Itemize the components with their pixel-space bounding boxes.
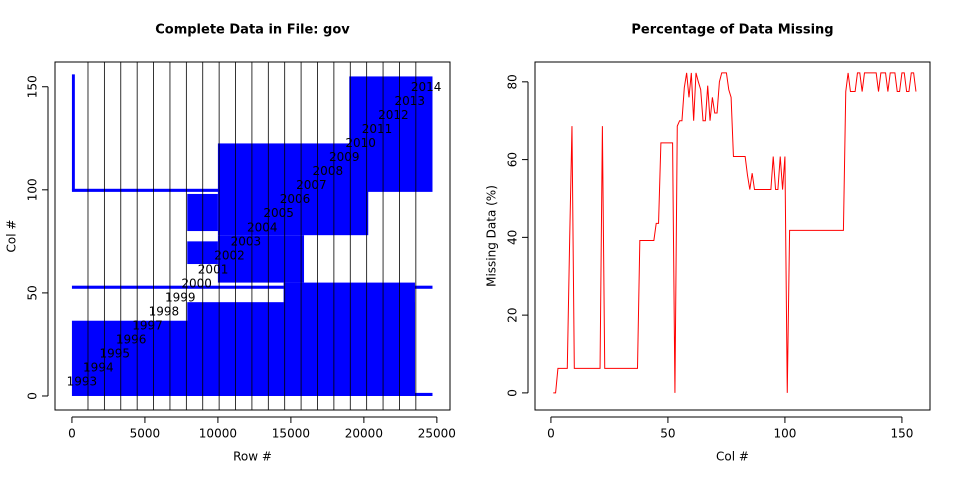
year-label: 2004 <box>247 220 278 234</box>
missing-line <box>553 72 917 394</box>
chart-title: Percentage of Data Missing <box>631 23 833 38</box>
year-label: 2013 <box>395 94 426 108</box>
x-tick-label: 20000 <box>345 427 383 441</box>
x-axis-label: Row # <box>233 450 272 464</box>
x-tick-label: 0 <box>547 427 555 441</box>
year-label: 2009 <box>329 150 360 164</box>
y-tick-label: 60 <box>506 152 520 167</box>
year-label: 2007 <box>296 178 327 192</box>
chart-title: Complete Data in File: gov <box>155 23 350 38</box>
year-label: 1996 <box>116 332 147 346</box>
year-label: 1995 <box>99 346 130 360</box>
year-label: 1994 <box>83 360 114 374</box>
year-label: 1997 <box>132 318 163 332</box>
y-tick-label: 150 <box>26 75 40 98</box>
year-label: 2002 <box>214 248 245 262</box>
y-tick-label: 40 <box>506 230 520 245</box>
y-tick-label: 0 <box>26 392 40 400</box>
data-block <box>217 143 369 236</box>
x-tick-label: 25000 <box>418 427 456 441</box>
x-tick-label: 0 <box>68 427 76 441</box>
x-tick-label: 50 <box>660 427 675 441</box>
plot-box <box>54 61 451 411</box>
data-block <box>414 392 433 396</box>
y-tick-label: 80 <box>506 74 520 89</box>
year-label: 2001 <box>198 262 229 276</box>
y-tick-label: 100 <box>26 178 40 201</box>
data-block <box>71 74 75 190</box>
data-block <box>283 282 415 396</box>
data-block <box>71 188 284 192</box>
plot-box <box>534 61 931 411</box>
y-tick-label: 20 <box>506 307 520 322</box>
year-label: 2006 <box>280 192 311 206</box>
year-label: 2010 <box>345 136 376 150</box>
year-label: 1999 <box>165 290 196 304</box>
year-label: 1993 <box>67 374 98 388</box>
y-axis-label: Missing Data (%) <box>485 185 499 287</box>
year-label: 2008 <box>313 164 344 178</box>
year-label: 2012 <box>378 108 409 122</box>
year-label: 2003 <box>231 234 262 248</box>
year-label: 2005 <box>263 206 294 220</box>
x-tick-label: 100 <box>773 427 796 441</box>
y-tick-label: 50 <box>26 285 40 300</box>
x-axis-label: Col # <box>716 450 749 464</box>
year-label: 2014 <box>411 80 442 94</box>
x-tick-label: 150 <box>890 427 913 441</box>
x-tick-label: 15000 <box>272 427 310 441</box>
data-block <box>217 235 305 283</box>
y-tick-label: 0 <box>506 389 520 397</box>
x-tick-label: 10000 <box>199 427 237 441</box>
year-label: 2000 <box>181 276 212 290</box>
x-tick-label: 5000 <box>130 427 161 441</box>
year-label: 1998 <box>149 304 180 318</box>
data-block <box>349 76 433 192</box>
y-axis-label: Col # <box>5 220 19 253</box>
year-label: 2011 <box>362 122 393 136</box>
